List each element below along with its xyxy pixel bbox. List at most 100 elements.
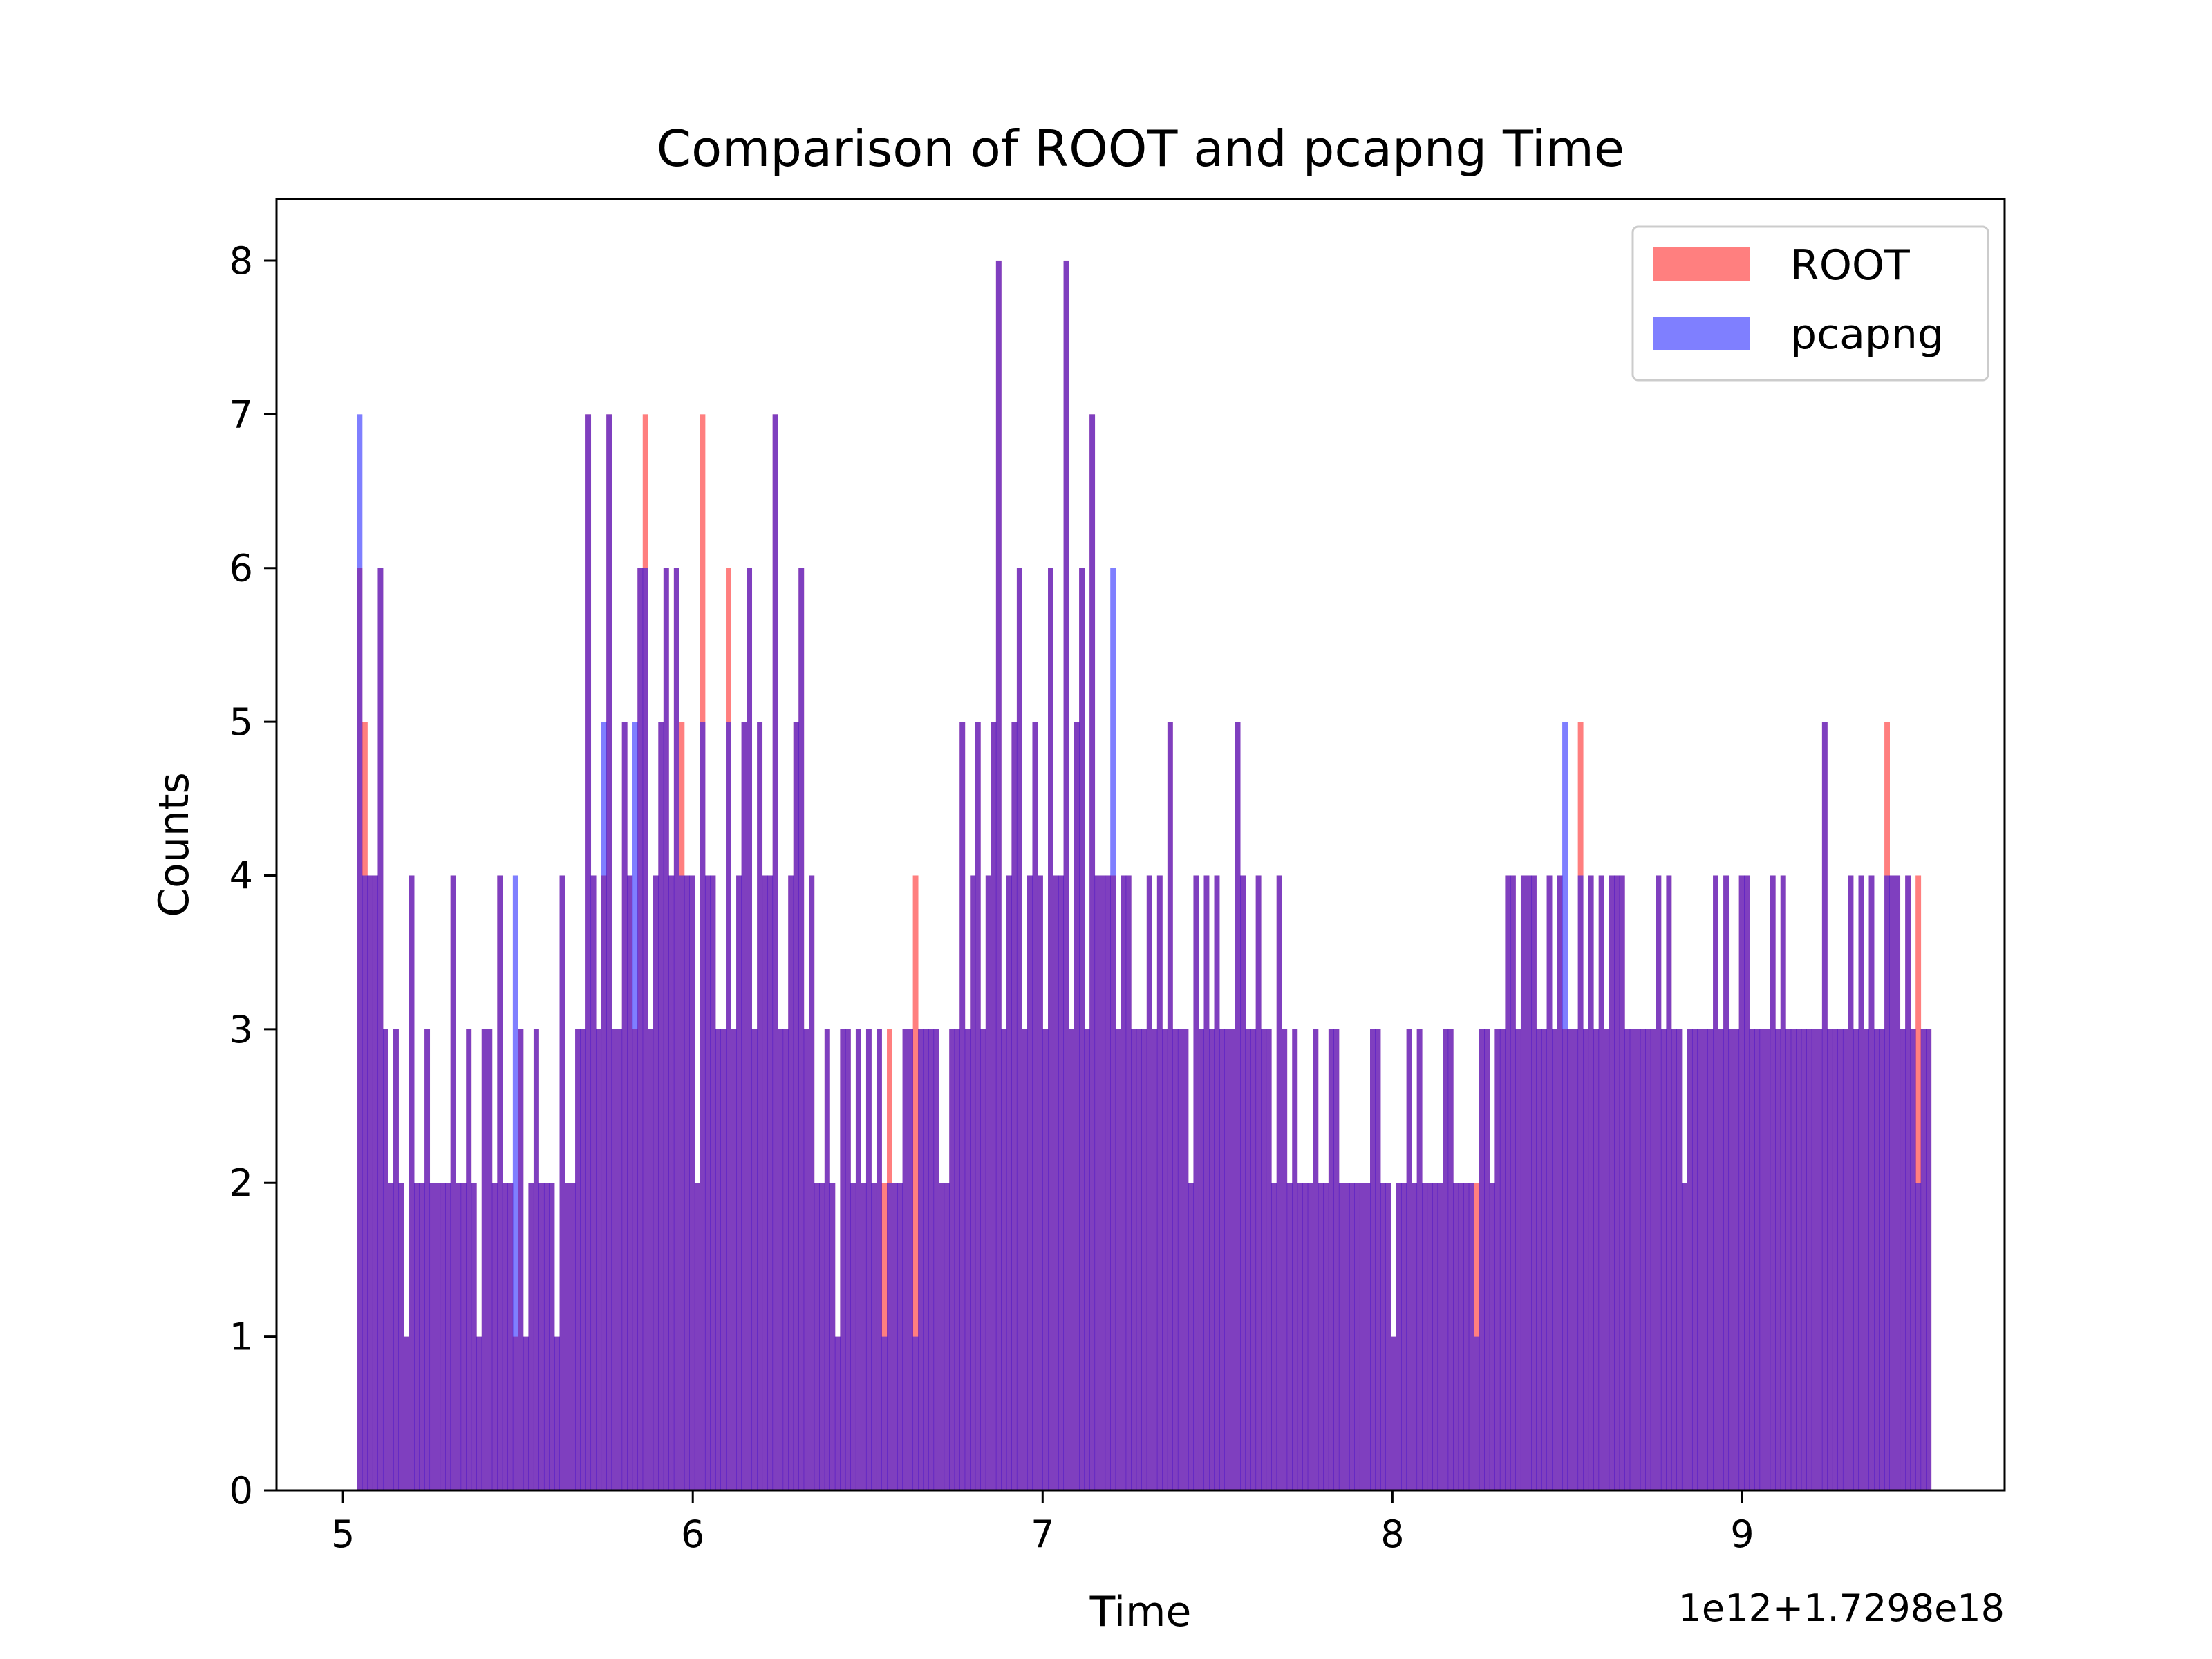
- histogram-bar-pcapng: [653, 875, 659, 1490]
- histogram-bar-pcapng: [1848, 875, 1854, 1490]
- histogram-bar-pcapng: [809, 875, 815, 1490]
- histogram-bar-pcapng: [1105, 875, 1111, 1490]
- histogram-bar-pcapng: [570, 1183, 576, 1490]
- histogram-bar-pcapng: [668, 875, 675, 1490]
- histogram-bar-pcapng: [1785, 1029, 1792, 1490]
- histogram-bar-pcapng: [1494, 1029, 1501, 1490]
- histogram-bar-pcapng: [736, 875, 742, 1490]
- histogram-bar-pcapng: [1463, 1183, 1470, 1490]
- histogram-bar-pcapng: [933, 1029, 939, 1490]
- x-tick-label: 6: [681, 1512, 704, 1556]
- pcapng-bars: [357, 260, 1932, 1491]
- histogram-bar-pcapng: [1427, 1183, 1433, 1490]
- histogram-bar-pcapng: [1557, 875, 1563, 1490]
- histogram-bar-pcapng: [1261, 1029, 1267, 1490]
- histogram-bar-pcapng: [1744, 875, 1750, 1490]
- legend: ROOT pcapng: [1631, 225, 1989, 382]
- histogram-bar-pcapng: [1510, 875, 1516, 1490]
- histogram-bar-pcapng: [949, 1029, 955, 1490]
- plot-frame: [275, 198, 2006, 1492]
- histogram-bar-pcapng: [1609, 875, 1615, 1490]
- histogram-bar-pcapng: [830, 1183, 836, 1490]
- histogram-bar-pcapng: [601, 722, 607, 1490]
- histogram-bar-pcapng: [1821, 722, 1828, 1490]
- histogram-bar-pcapng: [928, 1029, 935, 1490]
- histogram-bar-pcapng: [357, 414, 363, 1490]
- histogram-bar-pcapng: [481, 1029, 487, 1490]
- histogram-bar-pcapng: [1136, 1029, 1142, 1490]
- y-tick-label: 4: [229, 854, 253, 897]
- histogram-bar-pcapng: [720, 1029, 727, 1490]
- histogram-bar-pcapng: [980, 1029, 986, 1490]
- histogram-bar-pcapng: [897, 1183, 903, 1490]
- histogram-bar-pcapng: [460, 1183, 467, 1490]
- histogram-bar-pcapng: [1297, 1183, 1303, 1490]
- histogram-bar-pcapng: [1074, 722, 1080, 1490]
- histogram-bar-pcapng: [798, 568, 805, 1491]
- histogram-bar-pcapng: [1526, 875, 1532, 1490]
- histogram-bar-pcapng: [518, 1029, 524, 1490]
- legend-swatch-pcapng: [1653, 317, 1750, 350]
- histogram-bar-pcapng: [1115, 1029, 1121, 1490]
- histogram-bar-pcapng: [1759, 1029, 1765, 1490]
- y-tick-label: 8: [229, 239, 253, 283]
- histogram-bar-pcapng: [1001, 1029, 1007, 1490]
- y-tick-label: 3: [229, 1008, 253, 1051]
- histogram-bar-pcapng: [1172, 1029, 1179, 1490]
- histogram-bar-pcapng: [747, 568, 753, 1491]
- histogram-bar-pcapng: [741, 722, 747, 1490]
- histogram-bar-pcapng: [1915, 1183, 1922, 1490]
- histogram-bar-pcapng: [892, 1183, 898, 1490]
- histogram-bar-pcapng: [435, 1183, 441, 1490]
- legend-label-pcapng: pcapng: [1790, 310, 1944, 359]
- histogram-bar-pcapng: [1811, 1029, 1817, 1490]
- histogram-bar-pcapng: [1458, 1183, 1464, 1490]
- histogram-bar-pcapng: [850, 1183, 856, 1490]
- histogram-bar-pcapng: [528, 1183, 534, 1490]
- histogram-bar-pcapng: [1230, 1029, 1235, 1490]
- histogram-bar-pcapng: [1032, 722, 1038, 1490]
- histogram-bar-pcapng: [1583, 1029, 1589, 1490]
- histogram-bar-pcapng: [1520, 875, 1526, 1490]
- histogram-bar-pcapng: [512, 875, 518, 1490]
- histogram-bar-pcapng: [1910, 1029, 1916, 1490]
- histogram-bar-pcapng: [1307, 1183, 1313, 1490]
- histogram-bar-pcapng: [1505, 875, 1511, 1490]
- histogram-bar-pcapng: [1884, 875, 1890, 1490]
- histogram-bar-pcapng: [1713, 875, 1718, 1490]
- histogram-bar-pcapng: [1286, 1183, 1293, 1490]
- histogram-bar-pcapng: [1344, 1183, 1350, 1490]
- histogram-bar-pcapng: [1069, 1029, 1074, 1490]
- histogram-bar-pcapng: [1162, 1029, 1168, 1490]
- histogram-bar-pcapng: [1183, 1029, 1189, 1490]
- histogram-bar-pcapng: [1676, 1029, 1683, 1490]
- histogram-bar-pcapng: [575, 1029, 581, 1490]
- histogram-bar-pcapng: [1006, 875, 1012, 1490]
- histogram-bar-pcapng: [861, 1183, 867, 1490]
- histogram-bar-pcapng: [1754, 1029, 1761, 1490]
- histogram-bar-pcapng: [1536, 1029, 1542, 1490]
- histogram-bar-pcapng: [1926, 1029, 1932, 1490]
- histogram-bar-pcapng: [1131, 1029, 1137, 1490]
- histogram-bar-pcapng: [1671, 1029, 1677, 1490]
- histogram-bar-pcapng: [881, 1336, 888, 1490]
- histogram-bar-pcapng: [694, 1183, 700, 1490]
- histogram-bar-pcapng: [491, 1183, 498, 1490]
- histogram-bar-pcapng: [1053, 875, 1059, 1490]
- histogram-bar-pcapng: [445, 1183, 451, 1490]
- histogram-bar-pcapng: [1920, 1029, 1927, 1490]
- histogram-bar-pcapng: [1703, 1029, 1708, 1490]
- histogram-bar-pcapng: [1422, 1183, 1428, 1490]
- histogram-bar-pcapng: [1354, 1183, 1360, 1490]
- histogram-bar-pcapng: [538, 1183, 545, 1490]
- histogram-bar-pcapng: [1416, 1029, 1423, 1490]
- histogram-bar-pcapng: [1687, 1029, 1693, 1490]
- histogram-bar-pcapng: [642, 568, 648, 1491]
- histogram-bar-pcapng: [377, 568, 384, 1491]
- histogram-bar-pcapng: [1209, 1029, 1215, 1490]
- histogram-bar-pcapng: [995, 260, 1002, 1491]
- histogram-bar-pcapng: [1401, 1183, 1407, 1490]
- histogram-bar-pcapng: [1567, 1029, 1573, 1490]
- histogram-bar-pcapng: [704, 875, 711, 1490]
